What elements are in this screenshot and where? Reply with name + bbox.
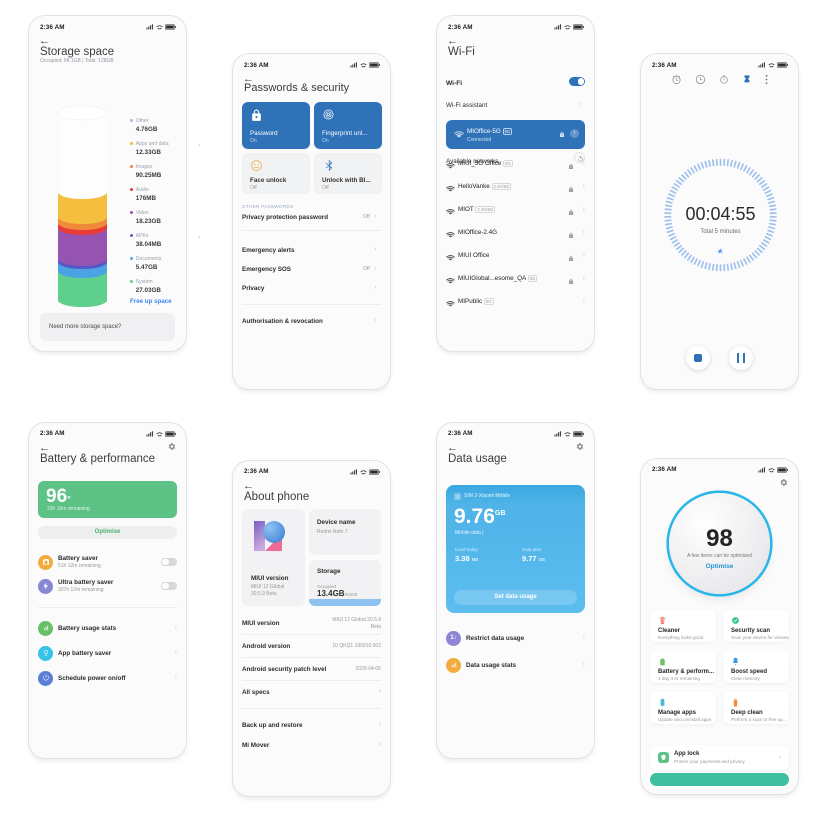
svg-text:Total 5 minutes: Total 5 minutes: [700, 229, 740, 235]
svg-text:00:04:55: 00:04:55: [685, 204, 755, 224]
